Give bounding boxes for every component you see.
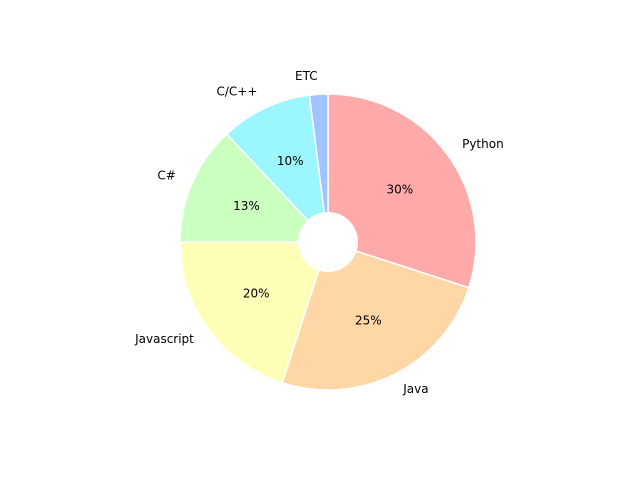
pct-csharp: 13% [233, 199, 260, 213]
label-csharp: C# [157, 169, 175, 183]
label-c-cpp: C/C++ [217, 85, 258, 99]
slice-javascript [179, 241, 330, 384]
pct-python: 30% [387, 182, 414, 196]
pie-slices [179, 93, 477, 391]
slice-etc [308, 93, 329, 243]
slice-c-cpp [225, 94, 330, 245]
donut-hole [298, 212, 358, 272]
label-python: Python [462, 137, 504, 151]
pie-labels: Python 30% Java 25% Javascript 20% C# 13% C/C++ 1… [134, 69, 504, 396]
slice-java [281, 241, 470, 391]
pct-javascript: 20% [243, 287, 270, 301]
pct-c-cpp: 10% [277, 154, 304, 168]
slice-csharp [179, 133, 330, 243]
slice-python [327, 93, 477, 289]
label-java: Java [402, 382, 428, 396]
label-etc: ETC [295, 69, 318, 83]
label-javascript: Javascript [134, 332, 194, 346]
pct-java: 25% [355, 314, 382, 328]
